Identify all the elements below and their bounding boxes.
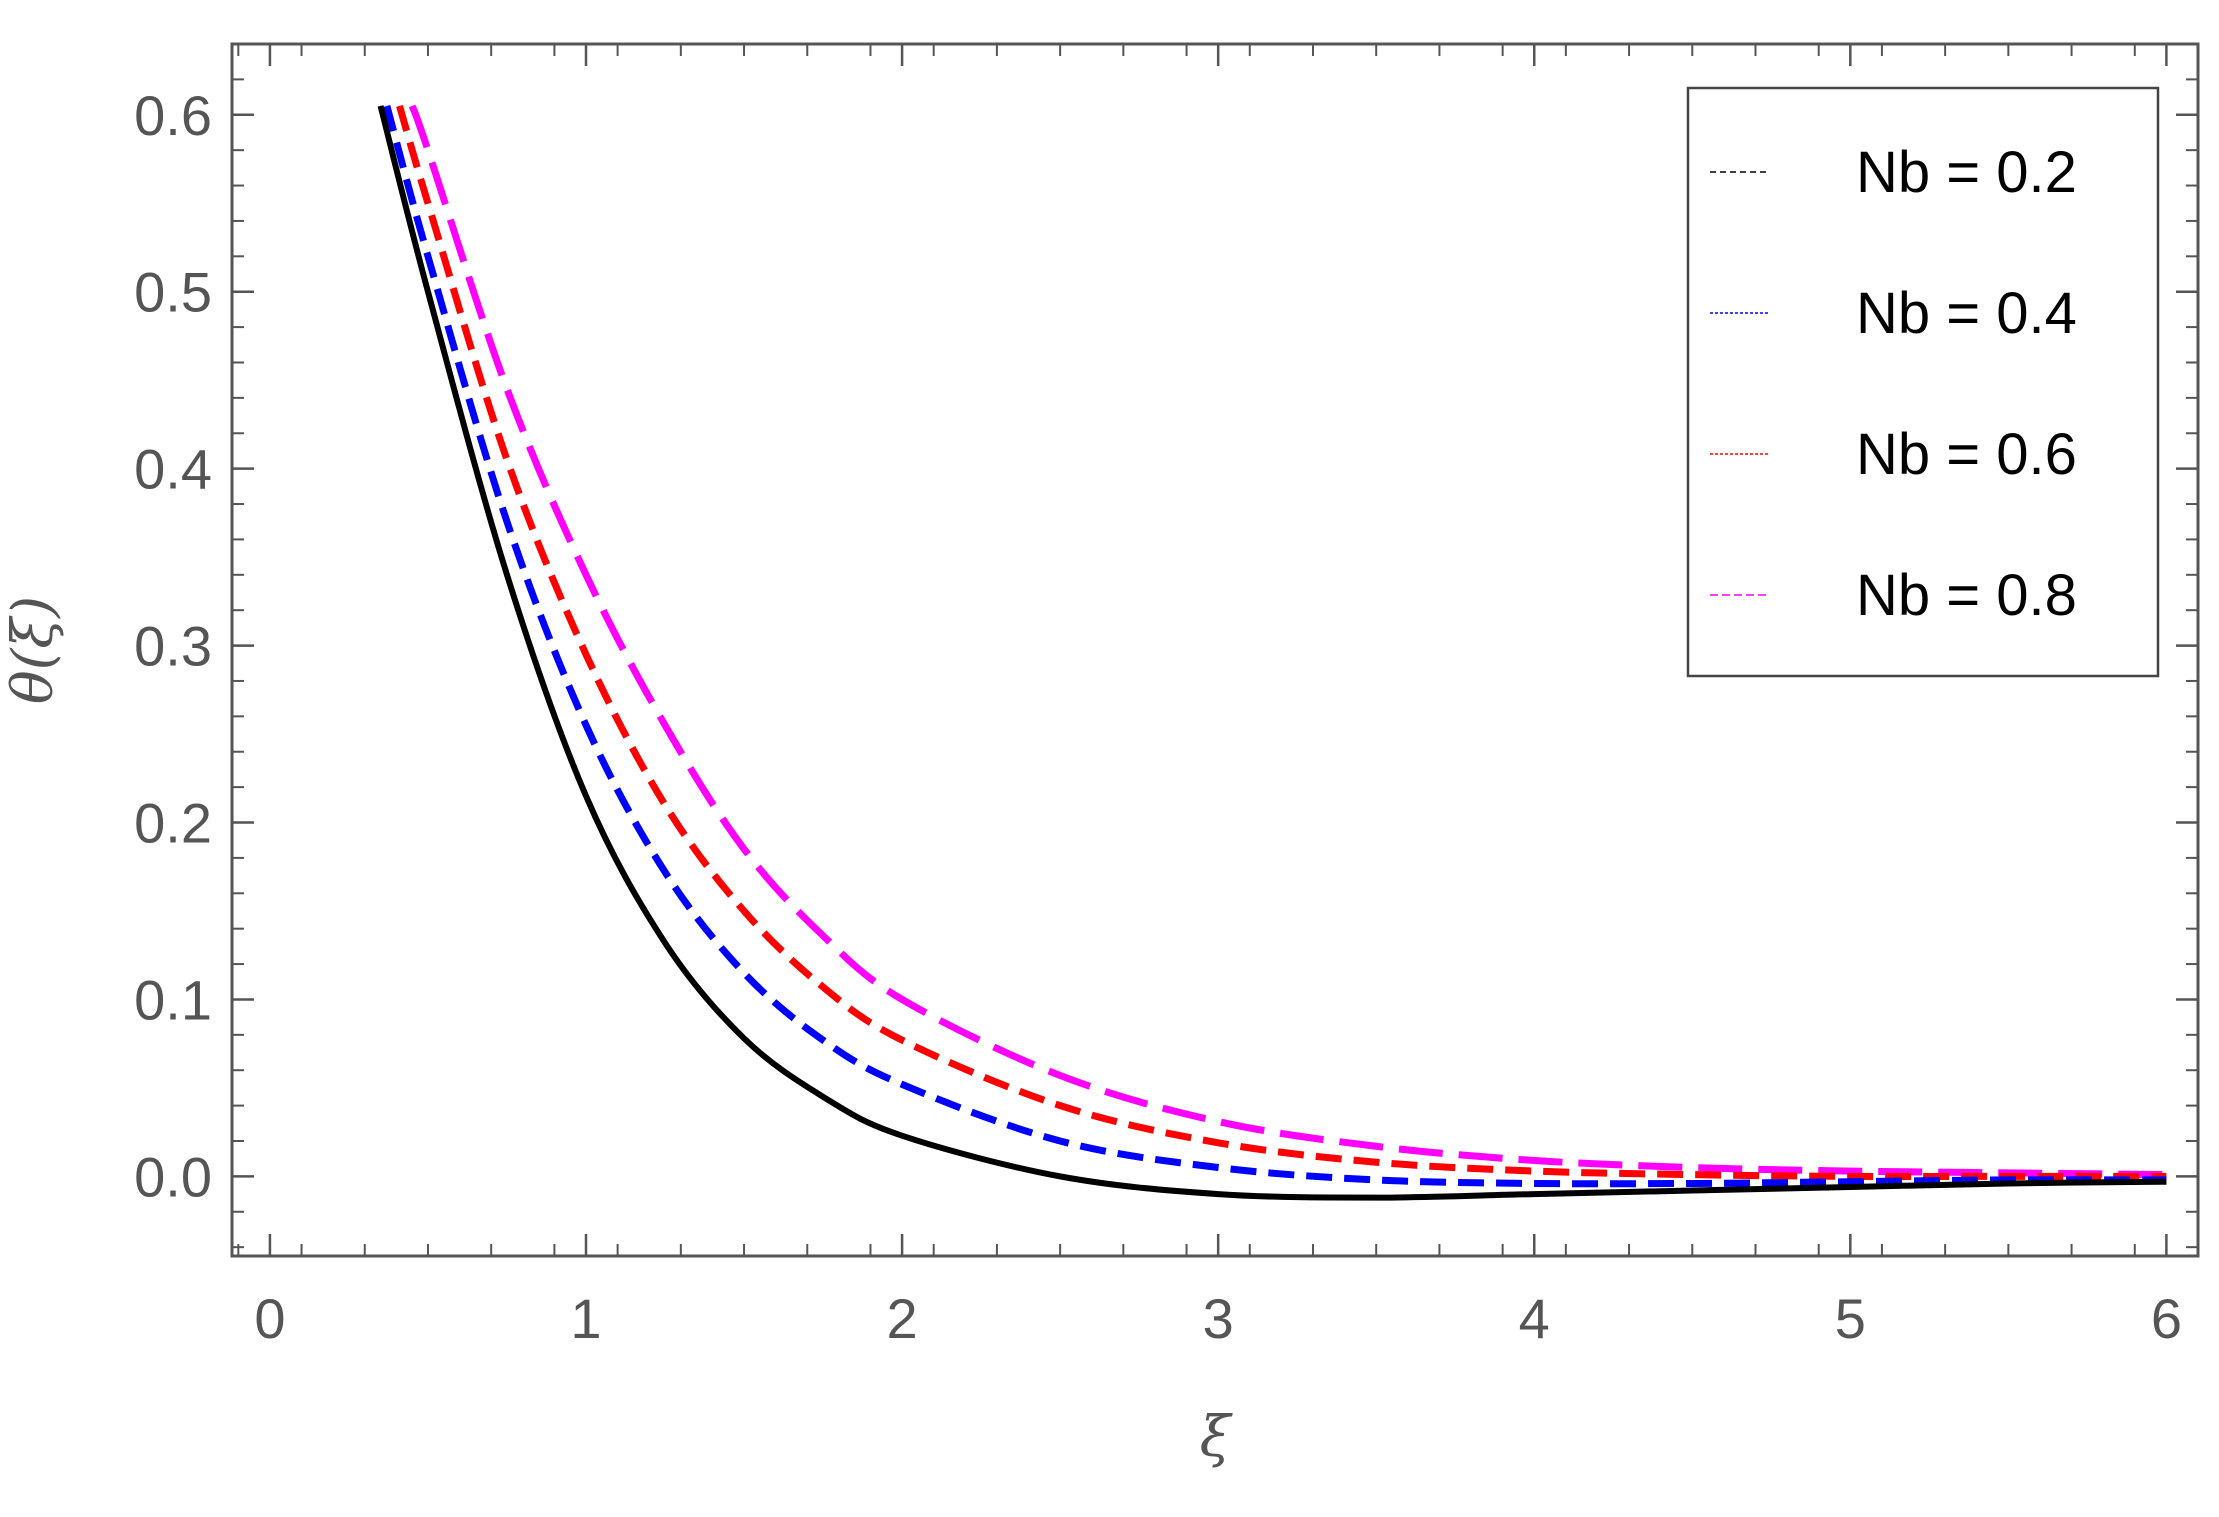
series-line-0 (377, 105, 2167, 1201)
tick-labels-layer: 0 1 2 3 4 5 6 0.0 0.1 0.2 0.3 0.4 0.5 0.6 (134, 84, 2182, 1350)
series-line-3 (408, 104, 2167, 1179)
y-tick-label: 0.5 (134, 261, 212, 324)
y-tick-label: 0.0 (134, 1145, 212, 1208)
y-tick-label: 0.1 (134, 968, 212, 1031)
legend: Nb = 0.2 Nb = 0.4 Nb = 0.6 Nb = 0.8 (1686, 86, 2160, 678)
x-tick-label: 1 (570, 1287, 601, 1350)
x-axis-title: ξ (1200, 1405, 1234, 1470)
y-tick-label: 0.3 (134, 615, 212, 678)
y-tick-label: 0.4 (134, 438, 212, 501)
series-layer (377, 104, 2167, 1201)
legend-label-3: Nb = 0.8 (1856, 563, 2077, 628)
x-tick-label: 0 (254, 1287, 285, 1350)
plot-frame (230, 42, 2200, 1258)
y-tick-label: 0.2 (134, 792, 212, 855)
x-tick-label: 4 (1519, 1287, 1550, 1350)
series-line-2 (396, 104, 2167, 1181)
ticks-layer (232, 44, 2199, 1256)
legend-box (1686, 86, 2160, 678)
series-line-1 (383, 105, 2167, 1188)
x-tick-label: 5 (1835, 1287, 1866, 1350)
x-tick-label: 3 (1203, 1287, 1234, 1350)
x-tick-label: 6 (2151, 1287, 2182, 1350)
legend-items: Nb = 0.2 Nb = 0.4 Nb = 0.6 Nb = 0.8 (1710, 140, 2077, 628)
legend-label-2: Nb = 0.6 (1856, 422, 2077, 487)
x-tick-label: 2 (887, 1287, 918, 1350)
y-axis-title: θ(ξ) (1, 596, 66, 704)
y-tick-label: 0.6 (134, 84, 212, 147)
legend-label-1: Nb = 0.4 (1856, 281, 2077, 346)
legend-label-0: Nb = 0.2 (1856, 140, 2077, 205)
